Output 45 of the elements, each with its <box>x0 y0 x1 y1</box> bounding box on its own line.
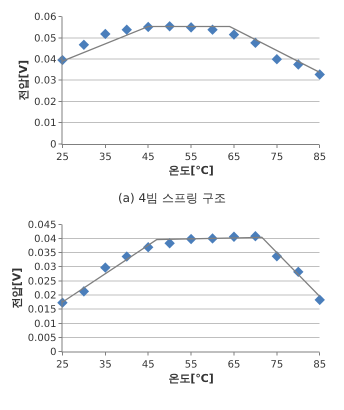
x-tick-label: 75 <box>270 152 284 163</box>
point <box>272 54 282 64</box>
point <box>207 24 218 35</box>
point <box>100 262 111 273</box>
x-tick-label: 25 <box>56 152 69 163</box>
x-tick-label: 45 <box>142 152 155 163</box>
x-tick-label: 35 <box>98 152 112 163</box>
y-tick-label: 0.035 <box>28 248 56 260</box>
x-tick-label: 65 <box>228 152 240 163</box>
y-tick-label: 0.02 <box>34 96 56 108</box>
point <box>122 24 132 35</box>
y-tick-label: 0.04 <box>34 234 56 245</box>
y-tick-label: 0.06 <box>34 12 56 24</box>
y-tick-label: 0.01 <box>34 118 56 130</box>
y-tick-label: 0.03 <box>34 262 56 274</box>
x-axis-title: 온도[℃] <box>168 164 214 178</box>
point <box>78 40 90 50</box>
x-tick-label: 85 <box>313 360 326 371</box>
y-axis-title: 전압[V] <box>10 268 24 308</box>
y-tick-label: 0.045 <box>28 220 56 231</box>
point <box>314 294 325 306</box>
point <box>100 28 111 40</box>
x-tick-label: 35 <box>98 360 112 371</box>
y-tick-label: 0.01 <box>34 318 56 330</box>
y-tick-label: 0.015 <box>28 304 56 316</box>
x-tick-label: 55 <box>184 360 198 371</box>
point <box>164 238 175 248</box>
y-tick-label: 0 <box>50 139 56 150</box>
y-axis-title: 전압[V] <box>16 60 30 101</box>
x-tick-label: 75 <box>270 360 284 371</box>
x-tick-label: 55 <box>184 152 198 163</box>
y-tick-label: 0.04 <box>34 54 56 66</box>
x-tick-label: 65 <box>228 360 240 371</box>
y-tick-label: 0.02 <box>34 290 56 302</box>
x-tick-label: 45 <box>142 360 155 371</box>
point <box>228 29 240 40</box>
x-axis-title: 온도[℃] <box>168 372 214 385</box>
x-tick-label: 25 <box>56 360 69 371</box>
y-tick-label: 0.03 <box>34 76 56 87</box>
y-tick-label: 0.05 <box>34 33 56 44</box>
y-tick-label: 0.025 <box>28 276 56 288</box>
y-tick-label: 0 <box>50 347 56 358</box>
x-tick-label: 85 <box>313 152 326 163</box>
text: (a) 4빔 스프링 구조 <box>118 191 226 205</box>
y-tick-label: 0.005 <box>28 333 56 344</box>
